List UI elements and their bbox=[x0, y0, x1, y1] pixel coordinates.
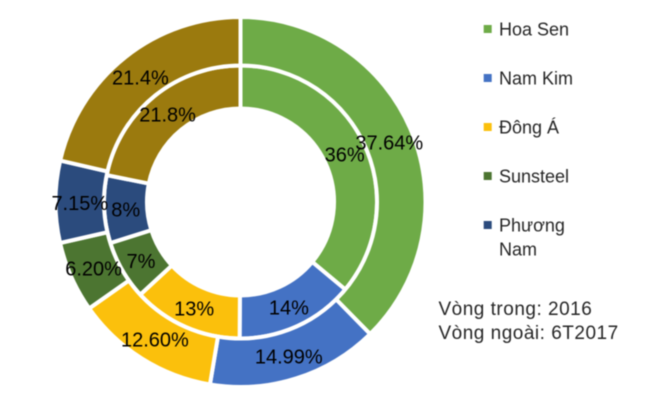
svg-text:7.15%: 7.15% bbox=[51, 193, 108, 215]
svg-text:8%: 8% bbox=[111, 200, 140, 222]
svg-text:Đông Á: Đông Á bbox=[499, 118, 559, 138]
svg-text:Nam: Nam bbox=[499, 240, 537, 260]
svg-text:Sunsteel: Sunsteel bbox=[499, 167, 569, 187]
svg-text:6.20%: 6.20% bbox=[65, 259, 122, 281]
svg-text:13%: 13% bbox=[174, 299, 214, 321]
svg-text:14.99%: 14.99% bbox=[255, 347, 323, 369]
svg-text:14%: 14% bbox=[269, 298, 309, 320]
svg-text:7%: 7% bbox=[127, 251, 156, 273]
svg-text:Phương: Phương bbox=[499, 216, 565, 236]
svg-text:21.8%: 21.8% bbox=[139, 104, 196, 126]
svg-text:12.60%: 12.60% bbox=[121, 329, 189, 351]
svg-text:Vòng ngoài: 6T2017: Vòng ngoài: 6T2017 bbox=[439, 323, 619, 344]
svg-text:36%: 36% bbox=[325, 145, 365, 167]
svg-text:Nam Kim: Nam Kim bbox=[499, 69, 573, 89]
svg-text:21.4%: 21.4% bbox=[112, 68, 169, 90]
svg-text:37.64%: 37.64% bbox=[355, 133, 423, 155]
svg-text:Vòng trong: 2016: Vòng trong: 2016 bbox=[439, 299, 593, 320]
svg-text:Hoa Sen: Hoa Sen bbox=[499, 20, 569, 40]
